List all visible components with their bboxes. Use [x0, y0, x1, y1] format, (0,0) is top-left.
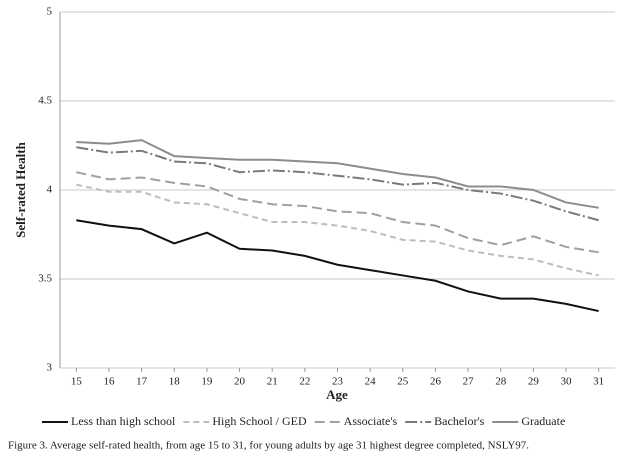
- y-tick-label: 5: [47, 6, 53, 18]
- y-axis-title: Self-rated Health: [13, 141, 28, 237]
- x-tick-label: 29: [528, 376, 540, 388]
- x-tick-label: 24: [365, 376, 377, 388]
- x-tick-label: 26: [430, 376, 442, 388]
- x-axis-title: Age: [326, 387, 348, 402]
- caption: Figure 3. Average self-rated health, fro…: [8, 440, 529, 452]
- legend-label: Bachelor's: [434, 414, 484, 428]
- series-line: [76, 146, 599, 222]
- x-tick-label: 16: [103, 376, 115, 388]
- x-tick-label: 30: [561, 376, 573, 388]
- legend-label: High School / GED: [212, 414, 307, 428]
- x-tick-label: 21: [267, 376, 278, 388]
- x-tick-label: 22: [299, 376, 310, 388]
- series-line: [76, 171, 599, 254]
- legend-label: Associate's: [344, 414, 398, 428]
- x-tick-label: 20: [234, 376, 246, 388]
- y-tick-label: 3: [47, 362, 53, 374]
- x-tick-label: 17: [136, 376, 148, 388]
- series-line: [76, 183, 599, 277]
- x-tick-label: 19: [201, 376, 213, 388]
- series-line: [76, 139, 599, 209]
- x-tick-label: 31: [593, 376, 604, 388]
- x-tick-label: 27: [463, 376, 475, 388]
- x-tick-label: 28: [495, 376, 507, 388]
- y-tick-label: 4: [47, 184, 53, 196]
- x-tick-label: 25: [397, 376, 409, 388]
- y-tick-label: 4.5: [38, 95, 52, 107]
- y-tick-label: 3.5: [38, 273, 52, 285]
- legend-label: Less than high school: [71, 414, 176, 428]
- x-tick-label: 18: [169, 376, 181, 388]
- x-tick-label: 23: [332, 376, 344, 388]
- series-line: [76, 219, 599, 313]
- x-tick-label: 15: [71, 376, 83, 388]
- legend-label: Graduate: [521, 414, 565, 428]
